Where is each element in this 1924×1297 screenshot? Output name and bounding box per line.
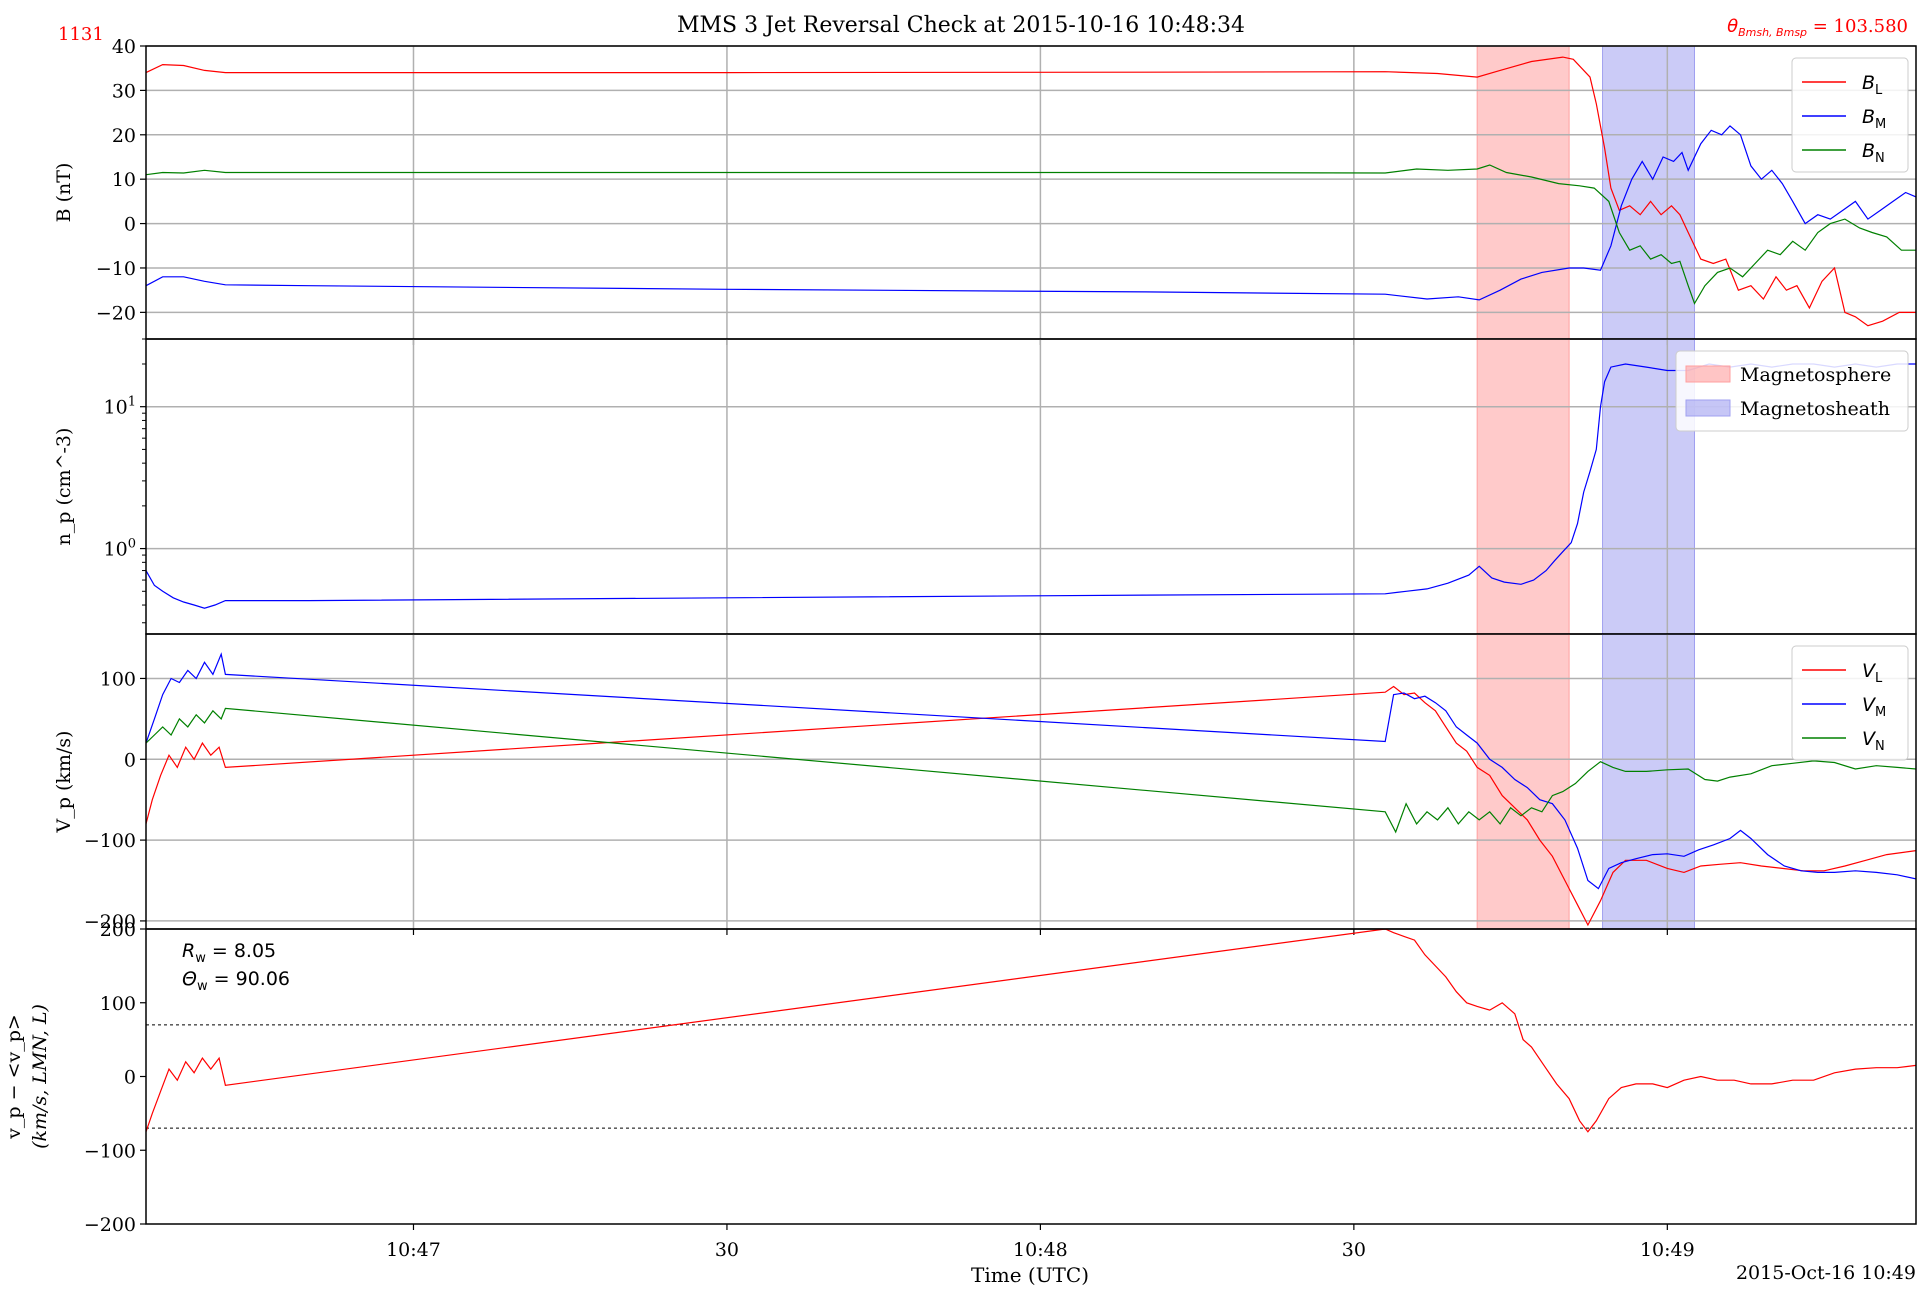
- legend-box: [1791, 57, 1909, 173]
- legend-label: VN: [1862, 728, 1885, 754]
- series-b-n: [146, 164, 1916, 305]
- figure-title: MMS 3 Jet Reversal Check at 2015-10-16 1…: [677, 13, 1245, 38]
- shade-magnetosphere: [1476, 338, 1570, 635]
- legend-swatch: [1685, 365, 1731, 383]
- x-axis-label: Time (UTC): [971, 1263, 1089, 1287]
- y-tick-label: −100: [84, 1140, 136, 1162]
- legend-label: BM: [1862, 106, 1886, 132]
- y-axis-label: n_p (cm^-3): [53, 428, 75, 546]
- annotation: Θw = 90.06: [182, 968, 290, 994]
- y-tick-label: −10: [96, 258, 136, 280]
- shade-magnetosheath: [1602, 45, 1695, 340]
- y-tick-label: 200: [100, 919, 136, 941]
- y-tick-label: −20: [96, 302, 136, 324]
- panel-4: 200 100 0 −100 −200 v_p − <v_p> (km/s, LMN, L)…: [3, 919, 1917, 1236]
- legend-label: Magnetosphere: [1740, 364, 1891, 386]
- x-tick-label: 30: [715, 1239, 739, 1261]
- annotation: Rw = 8.05: [182, 940, 276, 966]
- y-tick-label: 0: [124, 1067, 136, 1089]
- x-tick-label: 10:48: [1013, 1239, 1068, 1261]
- series-v-m: [146, 652, 1916, 890]
- series-group: [146, 929, 1916, 1133]
- series-group: [146, 652, 1916, 927]
- shade-magnetosphere: [1476, 45, 1570, 340]
- series-v-l: [146, 685, 1916, 927]
- legend-label: VM: [1862, 694, 1886, 720]
- y-tick-label: 10: [112, 169, 136, 191]
- y-tick-label: 20: [112, 125, 136, 147]
- x-tick-label: 10:47: [386, 1239, 441, 1261]
- y-tick-label: 100: [100, 668, 136, 690]
- y-tick-label: −200: [84, 911, 136, 933]
- series-v-n: [146, 707, 1916, 834]
- corner-label: 1131: [58, 24, 104, 45]
- axes-frame: [145, 928, 1917, 1225]
- legend-box: [1675, 350, 1909, 432]
- x-tick-label: 30: [1342, 1239, 1366, 1261]
- date-label: 2015-Oct-16 10:49: [1736, 1262, 1916, 1284]
- y-tick-label: −200: [84, 1214, 136, 1236]
- y-tick-label: 30: [112, 80, 136, 102]
- series-b-l: [146, 56, 1916, 327]
- y-tick-label: 0: [124, 214, 136, 236]
- legend-box: [1791, 645, 1909, 761]
- y-axis-label: V_p (km/s): [53, 731, 75, 834]
- y-axis-label: B (nT): [53, 163, 75, 223]
- y-tick-label: 100: [100, 993, 136, 1015]
- y-tick-label: 100: [104, 537, 136, 561]
- legend-label: BN: [1862, 140, 1885, 166]
- legend-label: BL: [1862, 72, 1883, 98]
- shade-magnetosphere: [1476, 633, 1570, 930]
- panel-1: 40 30 20 10 0 −10 −20 B (nT) BL BM BN: [53, 36, 1917, 345]
- y-tick-label: 101: [104, 395, 136, 419]
- y-axis-label: v_p − <v_p> (km/s, LMN, L): [3, 1004, 51, 1149]
- y-tick-label: 0: [124, 749, 136, 771]
- legend-swatch: [1685, 399, 1731, 417]
- y-tick-label: 40: [112, 36, 136, 58]
- y-tick-label: −100: [84, 830, 136, 852]
- panel-3: 100 0 −100 −200 V_p (km/s) VL VM VN: [53, 633, 1917, 935]
- series-v-p-v-p-: [146, 929, 1916, 1133]
- series-b-m: [146, 125, 1916, 301]
- series-group: [146, 56, 1916, 327]
- legend-label: VL: [1862, 660, 1883, 686]
- panel-2: 101 100 n_p (cm^-3) Magnetosphere Magnetoshe…: [53, 338, 1917, 640]
- x-tick-label: 10:49: [1640, 1239, 1695, 1261]
- theta-label: θBmsh, Bmsp = 103.580: [1727, 16, 1908, 39]
- legend-label: Magnetosheath: [1740, 398, 1890, 420]
